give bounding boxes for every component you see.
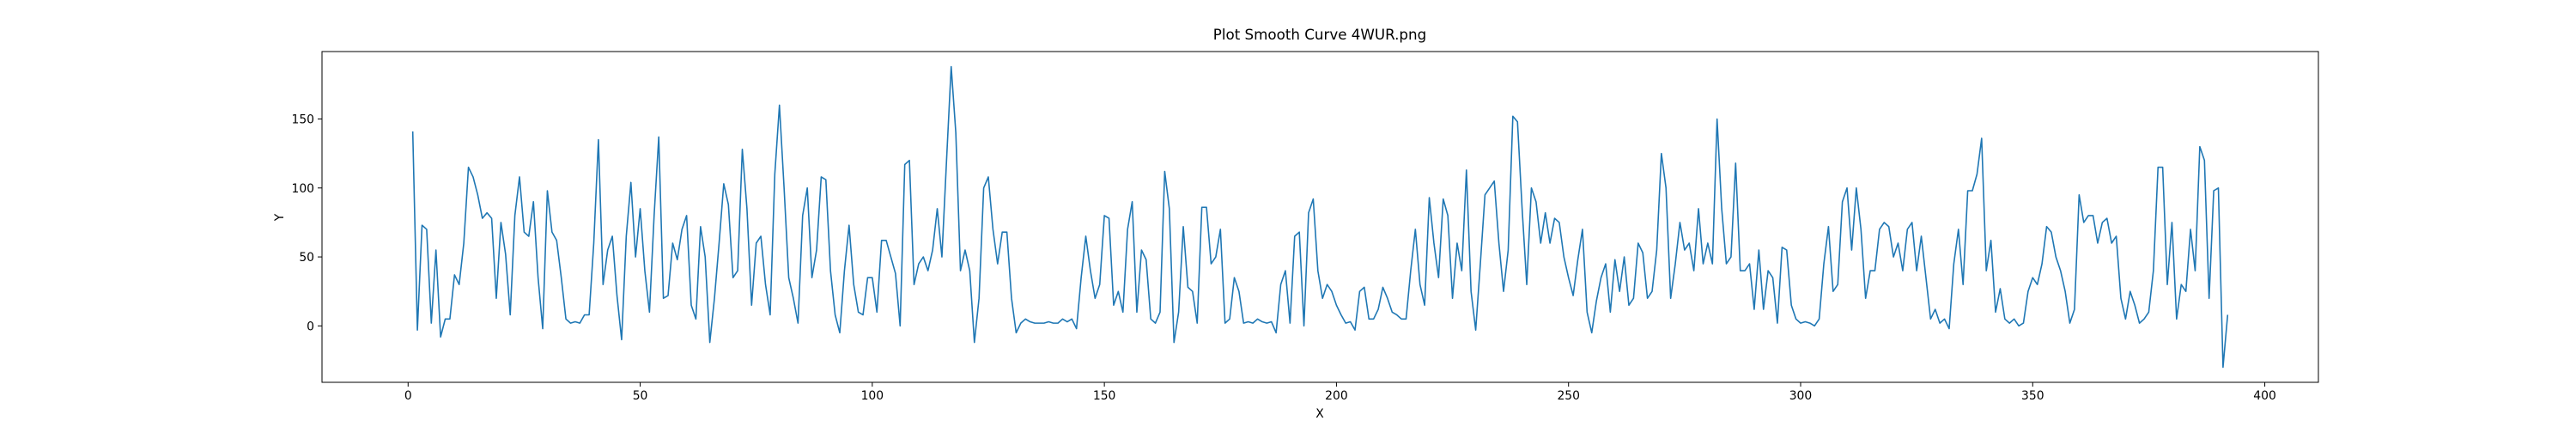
x-axis-label: X xyxy=(1315,407,1324,421)
x-tick-label: 150 xyxy=(1093,389,1116,403)
chart-title: Plot Smooth Curve 4WUR.png xyxy=(1213,26,1426,43)
data-line xyxy=(411,65,2229,369)
x-tick-label: 50 xyxy=(633,389,648,403)
x-tick-label: 250 xyxy=(1557,389,1580,403)
x-tick-label: 350 xyxy=(2021,389,2044,403)
plot-frame xyxy=(321,51,2319,383)
x-tick-label: 0 xyxy=(404,389,412,403)
x-tick-label: 400 xyxy=(2253,389,2276,403)
y-tick-label: 0 xyxy=(307,320,314,333)
x-tick-label: 300 xyxy=(1789,389,1813,403)
y-axis-label: Y xyxy=(273,213,287,222)
y-tick-label: 50 xyxy=(299,251,314,265)
y-tick-label: 150 xyxy=(291,113,314,127)
x-tick-label: 100 xyxy=(861,389,884,403)
x-tick-label: 200 xyxy=(1325,389,1348,403)
y-tick-label: 100 xyxy=(291,182,314,196)
